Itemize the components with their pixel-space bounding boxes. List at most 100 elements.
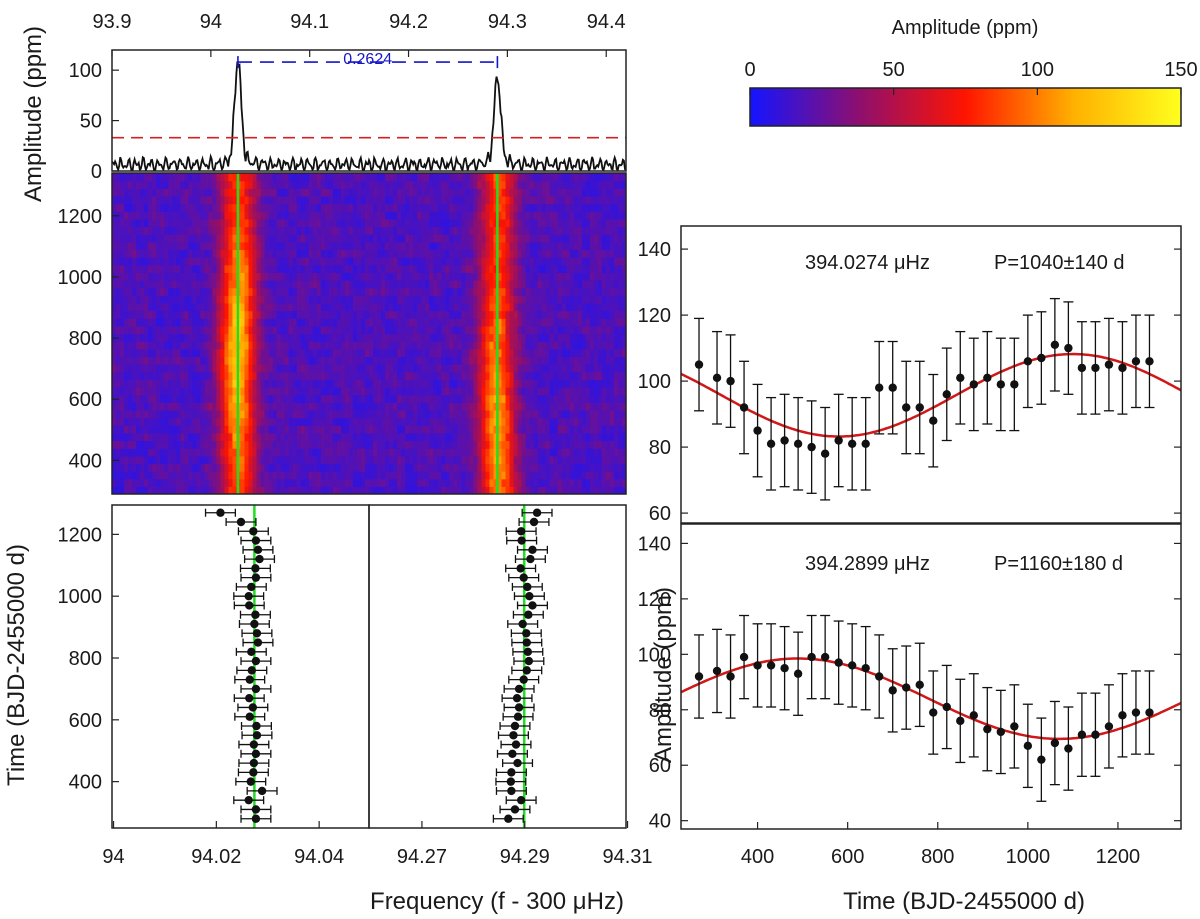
heatmap-cell	[465, 356, 470, 365]
heatmap-cell	[360, 287, 366, 296]
heatmap-cell	[437, 356, 442, 365]
heatmap-cell	[501, 409, 507, 419]
heatmap-cell	[192, 333, 197, 342]
heatmap-cell	[312, 394, 318, 403]
heatmap-cell	[397, 226, 402, 235]
heatmap-cell	[176, 356, 181, 365]
heatmap-cell	[240, 486, 246, 494]
heatmap-cell	[308, 203, 314, 212]
heatmap-cell	[116, 387, 121, 396]
heatmap-cell	[573, 463, 579, 472]
heatmap-cell	[348, 195, 354, 205]
heatmap-cell	[601, 394, 607, 403]
heatmap-cell	[605, 272, 611, 281]
heatmap-cell	[252, 318, 258, 327]
heatmap-cell	[240, 425, 246, 434]
heatmap-cell	[617, 211, 623, 220]
heatmap-cell	[156, 211, 161, 220]
heatmap-cell	[336, 379, 342, 388]
heatmap-cell	[573, 471, 579, 480]
heatmap-cell	[196, 364, 201, 373]
heatmap-cell	[373, 455, 378, 465]
heatmap-cell	[489, 249, 495, 258]
heatmap-cell	[385, 417, 390, 426]
heatmap-cell	[356, 440, 362, 449]
heatmap-cell	[252, 234, 258, 243]
heatmap-cell	[252, 432, 258, 442]
heatmap-cell	[437, 409, 442, 419]
heatmap-cell	[385, 371, 390, 380]
heatmap-cell	[393, 325, 398, 335]
heatmap-cell	[348, 302, 354, 312]
heatmap-cell	[356, 379, 362, 388]
heatmap-cell	[204, 432, 209, 442]
heatmap-cell	[373, 486, 378, 494]
heatmap-cell	[489, 387, 495, 396]
heatmap-cell	[553, 409, 559, 419]
heatmap-cell	[344, 272, 350, 281]
heatmap-cell	[224, 325, 230, 335]
heatmap-cell	[517, 478, 523, 487]
heatmap-cell	[340, 318, 346, 327]
heatmap-cell	[609, 425, 615, 434]
heatmap-cell	[168, 394, 173, 403]
heatmap-cell	[304, 356, 310, 365]
heatmap-cell	[605, 409, 611, 419]
heatmap-cell	[453, 478, 458, 487]
heatmap-cell	[312, 272, 318, 281]
heatmap-cell	[573, 257, 579, 266]
heatmap-cell	[320, 302, 326, 312]
heatmap-cell	[356, 486, 362, 494]
heatmap-cell	[621, 440, 626, 449]
heatmap-cell	[232, 310, 238, 319]
heatmap-cell	[272, 417, 278, 426]
heatmap-cell	[497, 341, 503, 350]
heatmap-cell	[597, 348, 603, 358]
heatmap-cell	[537, 310, 543, 319]
heatmap-cell	[585, 341, 591, 350]
heatmap-cell	[276, 280, 282, 289]
heatmap-cell	[364, 264, 370, 273]
heatmap-cell	[144, 226, 149, 235]
heatmap-cell	[377, 249, 382, 258]
heatmap-cell	[328, 478, 334, 487]
heatmap-cell	[200, 432, 205, 442]
heatmap-cell	[393, 455, 398, 465]
spectrum-x-tick-label: 94.1	[290, 11, 329, 33]
heatmap-cell	[296, 387, 302, 396]
heatmap-cell	[240, 249, 246, 258]
heatmap-cell	[509, 417, 515, 426]
heatmap-cell	[397, 471, 402, 480]
heatmap-cell	[200, 440, 205, 449]
heatmap-cell	[340, 471, 346, 480]
heatmap-cell	[581, 394, 587, 403]
heatmap-cell	[541, 448, 547, 457]
heatmap-cell	[116, 356, 121, 365]
heatmap-cell	[228, 417, 234, 426]
heatmap-cell	[557, 226, 563, 235]
heatmap-cell	[561, 333, 567, 342]
heatmap-cell	[581, 478, 587, 487]
heatmap-cell	[176, 364, 181, 373]
heatmap-cell	[445, 234, 450, 243]
heatmap-cell	[517, 325, 523, 335]
heatmap-cell	[284, 226, 290, 235]
heatmap-cell	[272, 302, 278, 312]
heatmap-cell	[529, 318, 535, 327]
heatmap-cell	[304, 432, 310, 442]
heatmap-cell	[220, 226, 226, 235]
heatmap-cell	[621, 463, 626, 472]
heatmap-cell	[200, 417, 205, 426]
heatmap-cell	[381, 425, 386, 434]
heatmap-cell	[172, 241, 177, 251]
heatmap-cell	[517, 234, 523, 243]
heatmap-cell	[373, 409, 378, 419]
heatmap-cell	[356, 295, 362, 304]
heatmap-cell	[549, 257, 555, 266]
heatmap-cell	[296, 486, 302, 494]
heatmap-cell	[417, 348, 422, 358]
heatmap-cell	[541, 348, 547, 358]
heatmap-cell	[296, 226, 302, 235]
heatmap-cell	[501, 280, 507, 289]
heatmap-cell	[593, 379, 599, 388]
